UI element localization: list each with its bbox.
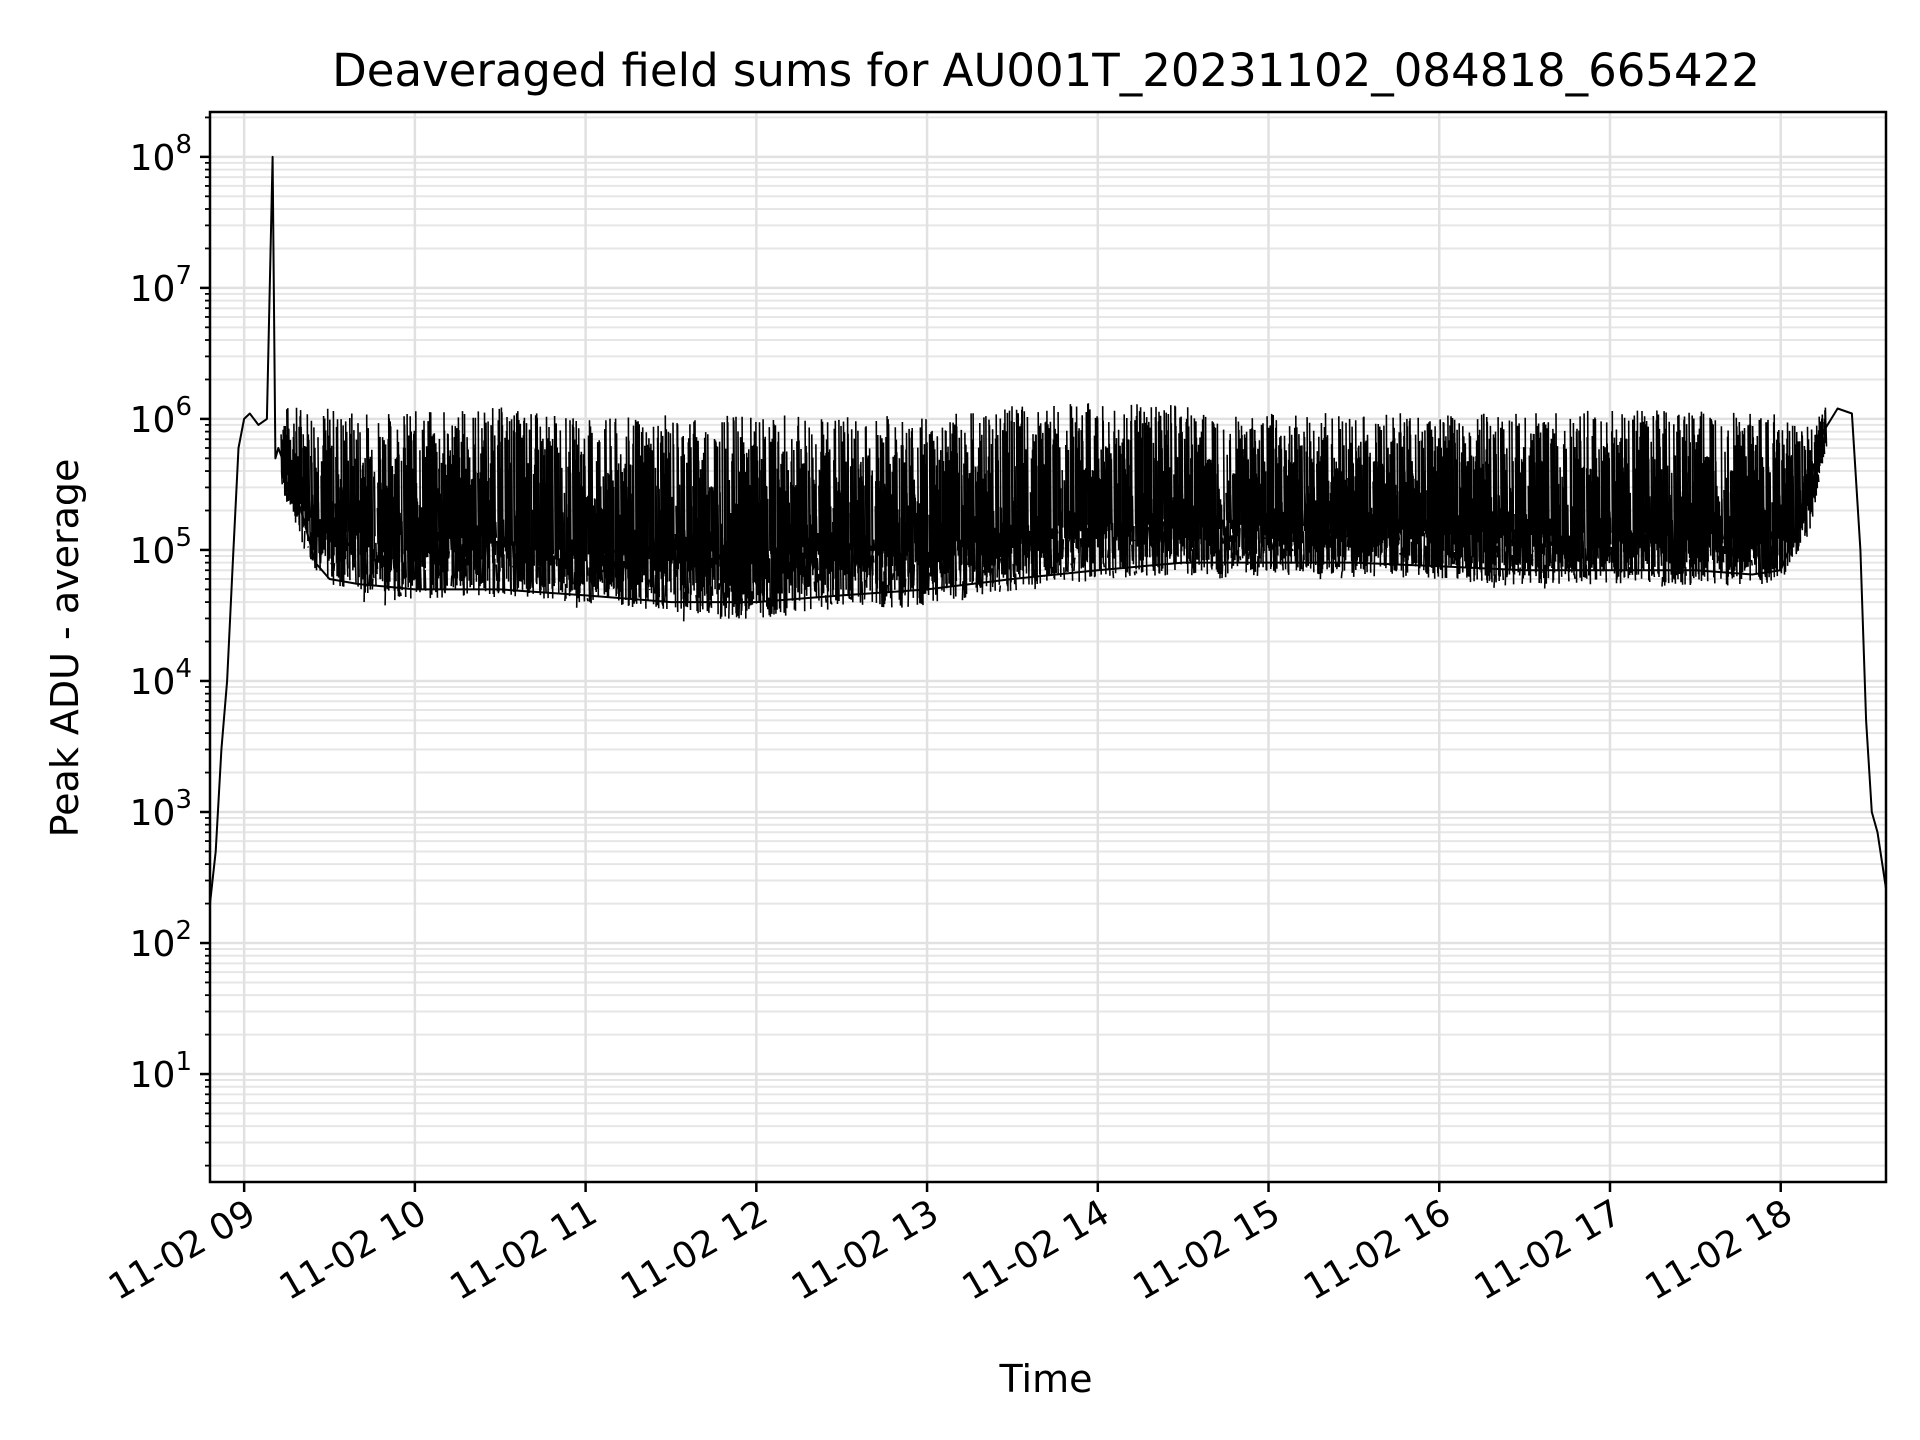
y-tick-label: 108 [130, 130, 192, 179]
y-tick-label: 105 [130, 523, 192, 572]
y-tick-label: 102 [130, 916, 192, 965]
chart-title: Deaveraged field sums for AU001T_2023110… [332, 44, 1760, 97]
y-tick-label: 103 [130, 785, 192, 834]
y-tick-label: 101 [130, 1047, 192, 1096]
x-axis-label: Time [999, 1357, 1093, 1401]
y-axis: 101 102 103 104 105 106 107 108 [130, 116, 210, 1167]
series-line [209, 155, 1887, 904]
grid [210, 112, 1886, 1182]
y-axis-label: Peak ADU - average [43, 459, 87, 838]
y-tick-label: 107 [130, 261, 192, 310]
y-tick-label: 104 [130, 654, 192, 703]
plot-frame [208, 110, 1888, 1184]
y-tick-label: 106 [130, 392, 192, 441]
